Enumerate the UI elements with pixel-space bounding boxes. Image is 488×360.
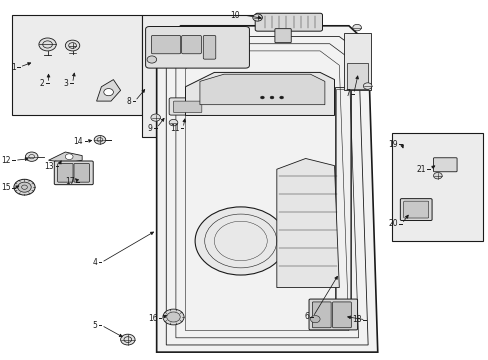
Text: 5: 5 <box>93 321 97 330</box>
Circle shape <box>103 89 113 96</box>
FancyBboxPatch shape <box>54 161 93 185</box>
Polygon shape <box>185 72 334 116</box>
Circle shape <box>279 96 283 99</box>
Text: 13: 13 <box>44 162 54 171</box>
FancyBboxPatch shape <box>74 163 89 182</box>
Circle shape <box>147 56 156 63</box>
Text: 10: 10 <box>229 10 239 19</box>
FancyBboxPatch shape <box>255 13 322 31</box>
Text: 12: 12 <box>1 156 11 165</box>
FancyBboxPatch shape <box>308 299 357 330</box>
Text: 3: 3 <box>64 79 69 88</box>
Circle shape <box>260 96 264 99</box>
Bar <box>346 63 367 89</box>
Text: 11: 11 <box>169 123 179 132</box>
FancyBboxPatch shape <box>203 36 215 59</box>
FancyBboxPatch shape <box>151 36 181 54</box>
Text: 20: 20 <box>387 219 397 228</box>
Polygon shape <box>276 158 339 288</box>
Circle shape <box>14 179 35 195</box>
Text: 14: 14 <box>73 137 83 146</box>
Bar <box>344 33 370 90</box>
FancyBboxPatch shape <box>403 201 428 218</box>
FancyBboxPatch shape <box>58 163 73 182</box>
Bar <box>391 134 483 241</box>
Circle shape <box>195 207 286 275</box>
Circle shape <box>252 14 262 21</box>
Circle shape <box>166 312 180 322</box>
Text: 17: 17 <box>65 177 75 186</box>
Circle shape <box>151 114 160 121</box>
FancyBboxPatch shape <box>332 302 350 328</box>
Bar <box>13 15 142 116</box>
Text: 18: 18 <box>352 315 361 324</box>
FancyBboxPatch shape <box>400 199 431 221</box>
Circle shape <box>39 38 56 51</box>
Text: 15: 15 <box>1 183 11 192</box>
FancyBboxPatch shape <box>173 101 202 113</box>
Text: 4: 4 <box>93 258 97 267</box>
FancyBboxPatch shape <box>145 27 249 68</box>
Circle shape <box>65 40 80 51</box>
FancyBboxPatch shape <box>312 302 330 328</box>
FancyBboxPatch shape <box>169 98 209 115</box>
FancyBboxPatch shape <box>274 29 291 42</box>
Text: 7: 7 <box>345 89 349 98</box>
Text: 9: 9 <box>148 123 153 132</box>
Bar <box>142 15 266 137</box>
Text: 6: 6 <box>304 312 308 321</box>
Circle shape <box>269 96 273 99</box>
Circle shape <box>121 334 135 345</box>
Bar <box>334 87 350 316</box>
Text: 16: 16 <box>148 314 157 323</box>
Text: 2: 2 <box>40 79 44 88</box>
FancyBboxPatch shape <box>181 36 201 54</box>
Polygon shape <box>97 80 121 101</box>
Circle shape <box>363 83 371 89</box>
Text: 1: 1 <box>11 63 16 72</box>
Circle shape <box>18 182 31 192</box>
Circle shape <box>65 154 73 159</box>
Text: 19: 19 <box>387 140 397 149</box>
Circle shape <box>310 316 320 323</box>
Circle shape <box>25 152 38 161</box>
Polygon shape <box>156 26 377 352</box>
Circle shape <box>94 135 105 144</box>
FancyBboxPatch shape <box>433 158 456 172</box>
Polygon shape <box>48 152 82 163</box>
Circle shape <box>169 120 178 126</box>
Circle shape <box>163 309 183 325</box>
Polygon shape <box>200 74 324 105</box>
Bar <box>335 89 349 315</box>
Text: 8: 8 <box>126 96 131 105</box>
Text: 21: 21 <box>415 165 425 174</box>
Circle shape <box>433 172 441 179</box>
Circle shape <box>352 24 361 31</box>
